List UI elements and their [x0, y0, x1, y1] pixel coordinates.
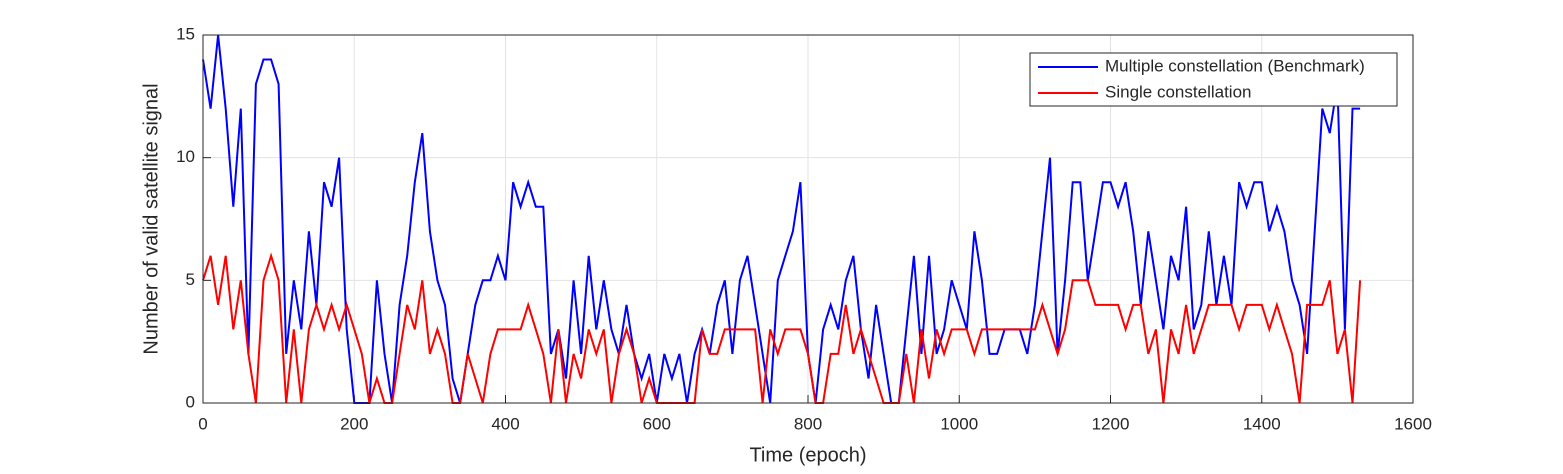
- x-tick-label: 1000: [940, 414, 978, 433]
- x-tick-label: 400: [491, 414, 519, 433]
- x-tick-label: 200: [340, 414, 368, 433]
- y-tick-label: 0: [186, 392, 195, 411]
- legend-box: [1029, 52, 1398, 107]
- x-tick-label: 1200: [1092, 414, 1130, 433]
- axes-box: [202, 34, 1414, 404]
- y-tick-label: 15: [176, 24, 195, 43]
- y-tick-label: 5: [186, 270, 195, 289]
- series-line: [202, 34, 1361, 404]
- x-tick-label: 800: [794, 414, 822, 433]
- series-line: [202, 252, 1362, 404]
- y-axis-label: Number of valid satellite signal: [140, 83, 162, 354]
- legend-label: Multiple constellation (Benchmark): [1105, 56, 1365, 75]
- x-tick-label: 600: [643, 414, 671, 433]
- x-axis-label: Time (epoch): [749, 444, 866, 466]
- x-tick-label: 0: [198, 414, 207, 433]
- y-tick-label: 10: [176, 147, 195, 166]
- x-tick-label: 1600: [1394, 414, 1432, 433]
- x-tick-label: 1400: [1243, 414, 1281, 433]
- legend-label: Single constellation: [1105, 82, 1251, 101]
